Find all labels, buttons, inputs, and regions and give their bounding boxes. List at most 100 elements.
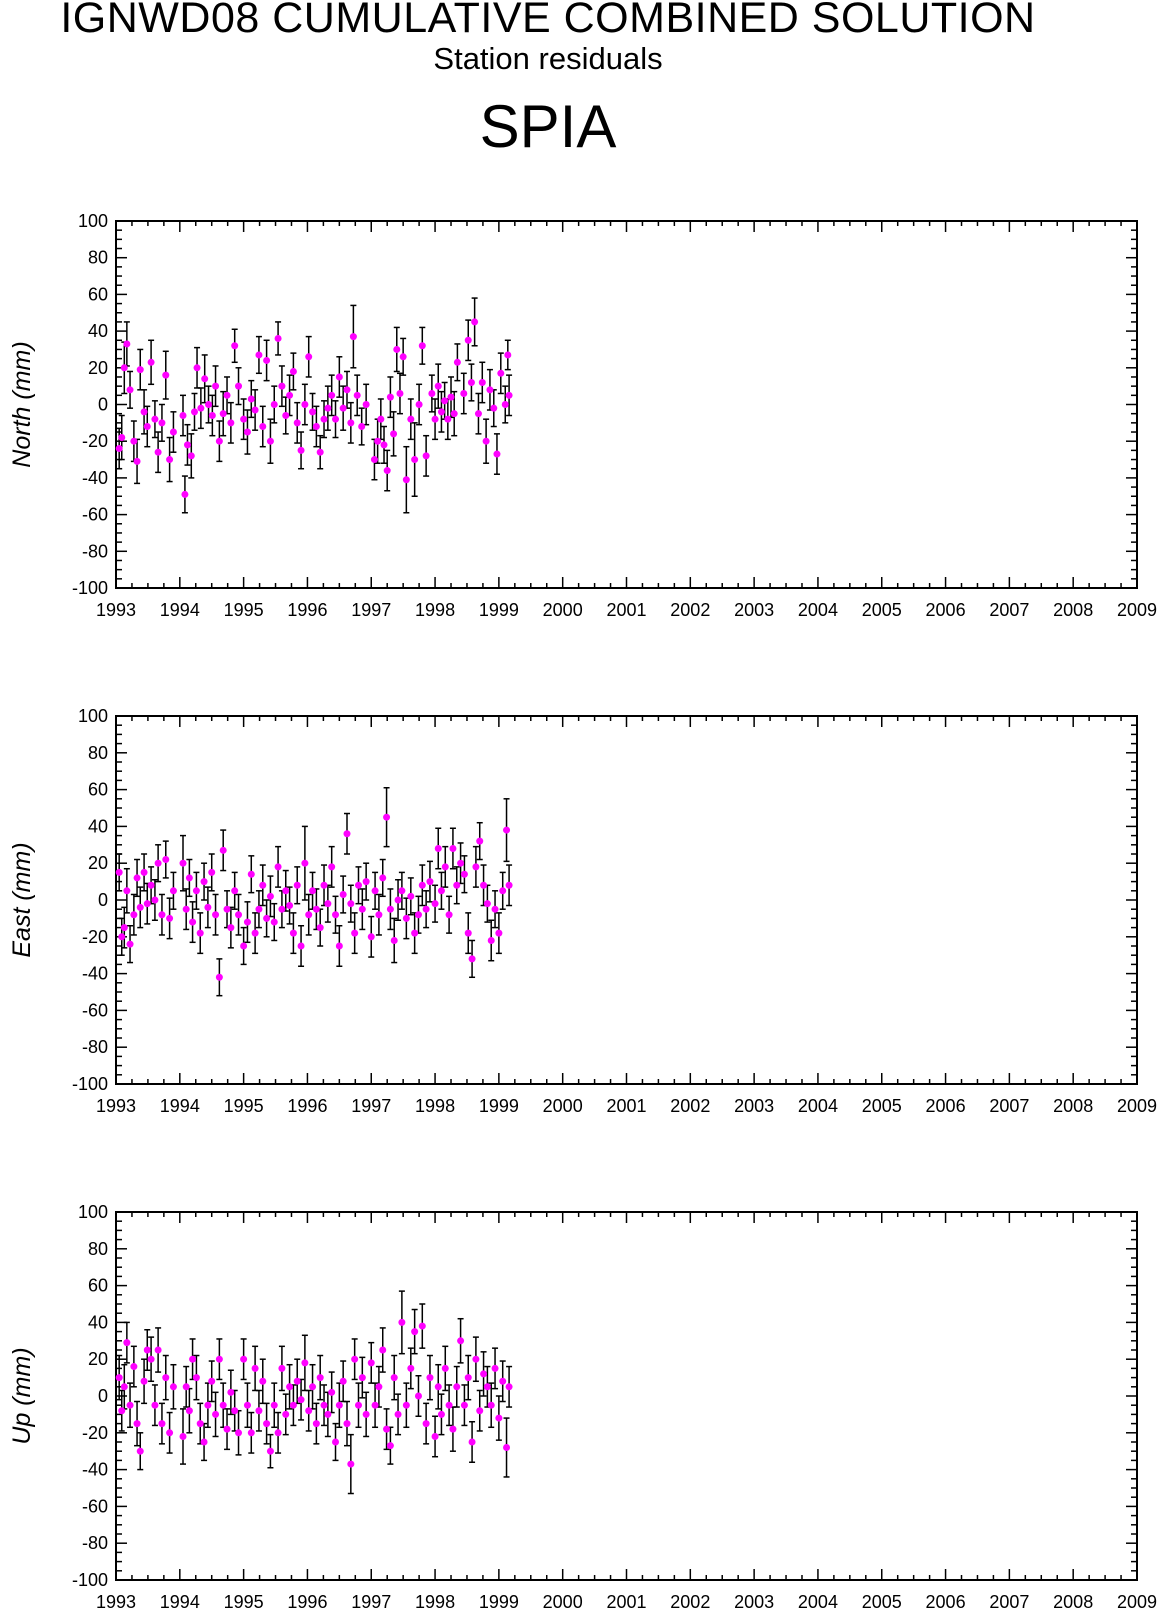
data-point <box>147 881 155 889</box>
data-point <box>482 437 490 445</box>
data-point <box>505 1383 513 1391</box>
data-point <box>120 1383 128 1391</box>
y-tick-label: 0 <box>98 395 108 415</box>
x-tick-label: 1998 <box>415 600 455 620</box>
data-point <box>143 423 151 431</box>
x-tick-label: 1996 <box>287 1592 327 1612</box>
x-tick-label: 2006 <box>926 1592 966 1612</box>
x-tick-label: 2004 <box>798 1592 838 1612</box>
data-point <box>434 382 442 390</box>
x-tick-label: 1995 <box>224 1592 264 1612</box>
data-point <box>123 340 131 348</box>
data-point <box>354 881 362 889</box>
y-tick-label: -40 <box>82 964 108 984</box>
data-point <box>120 364 128 372</box>
y-tick-label: 20 <box>88 1349 108 1369</box>
data-point <box>305 353 313 361</box>
data-point <box>374 437 382 445</box>
data-point <box>297 1396 305 1404</box>
data-point <box>282 887 290 895</box>
data-point <box>347 419 355 427</box>
data-point <box>380 441 388 449</box>
data-point <box>320 415 328 423</box>
data-point <box>215 1355 223 1363</box>
data-point <box>251 929 259 937</box>
data-point <box>335 1401 343 1409</box>
data-point <box>332 1438 340 1446</box>
x-tick-label: 1996 <box>287 1096 327 1116</box>
x-tick-label: 2001 <box>606 1096 646 1116</box>
data-point <box>503 826 511 834</box>
data-point <box>407 892 415 900</box>
data-point <box>179 859 187 867</box>
data-point <box>286 1383 294 1391</box>
data-point <box>169 1383 177 1391</box>
data-point <box>349 333 357 341</box>
data-point <box>270 1401 278 1409</box>
data-point <box>182 1383 190 1391</box>
data-point <box>115 445 123 453</box>
data-point <box>266 892 274 900</box>
data-point <box>431 415 439 423</box>
x-tick-label: 1994 <box>160 600 200 620</box>
y-tick-label: -80 <box>82 1533 108 1553</box>
data-point <box>386 905 394 913</box>
data-point <box>278 382 286 390</box>
x-tick-label: 2008 <box>1053 600 1093 620</box>
y-tick-label: 100 <box>78 1202 108 1222</box>
data-point <box>353 391 361 399</box>
data-point <box>282 1410 290 1418</box>
data-point <box>274 1429 282 1437</box>
data-point <box>483 1383 491 1391</box>
data-point <box>278 905 286 913</box>
data-point <box>133 457 141 465</box>
y-tick-label: -60 <box>82 1496 108 1516</box>
y-tick-label: -80 <box>82 1037 108 1057</box>
x-tick-label: 1993 <box>96 1592 136 1612</box>
data-point <box>166 1429 174 1437</box>
data-point <box>486 386 494 394</box>
data-point <box>449 844 457 852</box>
data-point <box>162 1374 170 1382</box>
data-point <box>204 1401 212 1409</box>
data-point <box>487 936 495 944</box>
data-point <box>379 1346 387 1354</box>
y-tick-label: 80 <box>88 248 108 268</box>
y-tick-label: -20 <box>82 927 108 947</box>
x-tick-label: 1999 <box>479 1592 519 1612</box>
data-point <box>227 1388 235 1396</box>
x-tick-label: 2009 <box>1117 1096 1157 1116</box>
data-point <box>450 410 458 418</box>
x-tick-label: 2006 <box>926 1096 966 1116</box>
data-point <box>151 1401 159 1409</box>
y-tick-label: -100 <box>72 1570 108 1590</box>
data-point <box>476 1407 484 1415</box>
data-point <box>305 911 313 919</box>
data-point <box>251 1364 259 1372</box>
chart-subtitle: Station residuals <box>433 41 663 76</box>
data-point <box>263 914 271 922</box>
data-point <box>339 1377 347 1385</box>
data-point <box>274 334 282 342</box>
data-point <box>320 1401 328 1409</box>
x-tick-label: 2008 <box>1053 1096 1093 1116</box>
data-point <box>197 404 205 412</box>
x-tick-label: 1993 <box>96 1096 136 1116</box>
data-point <box>505 391 513 399</box>
data-point <box>383 1425 391 1433</box>
chart-title: IGNWD08 CUMULATIVE COMBINED SOLUTION <box>60 0 1036 42</box>
x-tick-label: 2009 <box>1117 600 1157 620</box>
x-tick-label: 2003 <box>734 1096 774 1116</box>
data-point <box>286 902 294 910</box>
x-tick-label: 1998 <box>415 1096 455 1116</box>
data-point <box>123 1339 131 1347</box>
data-point <box>393 345 401 353</box>
y-tick-label: 40 <box>88 321 108 341</box>
data-point <box>118 1407 126 1415</box>
data-point <box>491 905 499 913</box>
data-point <box>312 905 320 913</box>
data-point <box>367 1359 375 1367</box>
data-point <box>339 890 347 898</box>
data-point <box>437 408 445 416</box>
data-point <box>200 878 208 886</box>
